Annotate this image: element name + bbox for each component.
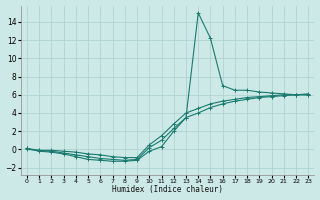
X-axis label: Humidex (Indice chaleur): Humidex (Indice chaleur) (112, 185, 223, 194)
